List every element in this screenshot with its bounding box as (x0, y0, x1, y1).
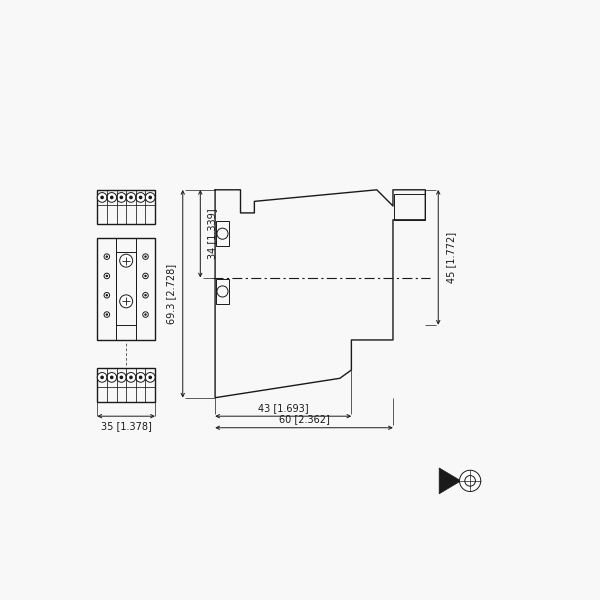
Text: 35 [1.378]: 35 [1.378] (101, 421, 152, 431)
Circle shape (129, 196, 133, 199)
Circle shape (126, 193, 136, 202)
Bar (97, 238, 155, 340)
Circle shape (104, 292, 110, 298)
Circle shape (465, 476, 475, 486)
Circle shape (97, 373, 107, 382)
Circle shape (143, 254, 148, 259)
Circle shape (144, 256, 147, 258)
Circle shape (104, 312, 110, 317)
Text: 60 [2.362]: 60 [2.362] (278, 415, 329, 424)
Circle shape (144, 313, 147, 316)
Circle shape (104, 273, 110, 278)
Circle shape (119, 196, 123, 199)
Text: 69.3 [2.728]: 69.3 [2.728] (166, 263, 176, 324)
Circle shape (116, 373, 126, 382)
Circle shape (106, 256, 108, 258)
Bar (97, 190, 155, 224)
Circle shape (144, 294, 147, 296)
Circle shape (119, 376, 123, 379)
Circle shape (106, 275, 108, 277)
Circle shape (104, 254, 110, 259)
Circle shape (106, 294, 108, 296)
Bar (216, 279, 229, 304)
Circle shape (136, 193, 145, 202)
Circle shape (143, 273, 148, 278)
Circle shape (136, 373, 145, 382)
Bar (394, 194, 425, 220)
Circle shape (143, 292, 148, 298)
Circle shape (143, 312, 148, 317)
Circle shape (106, 313, 108, 316)
Bar (116, 251, 136, 325)
Circle shape (460, 470, 481, 491)
Text: 34 [1.339]: 34 [1.339] (207, 208, 217, 259)
Circle shape (107, 373, 116, 382)
Circle shape (119, 254, 133, 267)
Circle shape (110, 196, 113, 199)
Circle shape (100, 196, 104, 199)
Circle shape (129, 376, 133, 379)
Bar (97, 368, 155, 403)
Circle shape (107, 193, 116, 202)
Circle shape (145, 193, 155, 202)
Circle shape (148, 376, 152, 379)
Circle shape (145, 373, 155, 382)
Circle shape (144, 275, 147, 277)
Text: 45 [1.772]: 45 [1.772] (446, 232, 456, 283)
Text: 43 [1.693]: 43 [1.693] (258, 403, 308, 413)
Circle shape (139, 196, 142, 199)
Circle shape (110, 376, 113, 379)
Circle shape (139, 376, 142, 379)
Polygon shape (439, 468, 461, 494)
Circle shape (116, 193, 126, 202)
Circle shape (148, 196, 152, 199)
Circle shape (97, 193, 107, 202)
Circle shape (100, 376, 104, 379)
Circle shape (126, 373, 136, 382)
Circle shape (119, 295, 133, 308)
Bar (216, 221, 229, 247)
